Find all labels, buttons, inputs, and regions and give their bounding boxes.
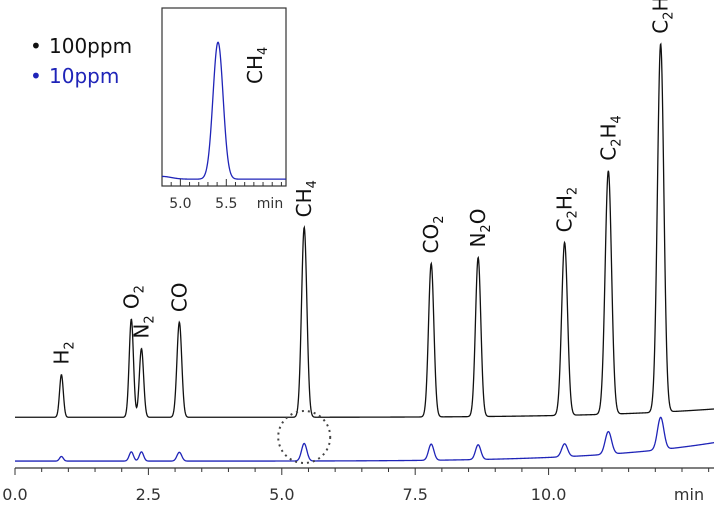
x-axis-unit-label: min <box>674 485 704 504</box>
x-tick-label: 7.5 <box>402 485 427 504</box>
peak-label-o2: O2 <box>119 285 147 309</box>
legend-bullet: • <box>30 34 42 58</box>
x-tick-label: 10.0 <box>531 485 567 504</box>
series-line-100ppm <box>15 42 715 418</box>
inset-tick-label: 5.5 <box>215 196 237 212</box>
peak-label-c2h6: C2H6 <box>649 0 677 34</box>
peak-label-ch4: CH4 <box>292 180 320 217</box>
inset-tick-label: 5.0 <box>169 196 191 212</box>
legend: • 100ppm • 10ppm <box>30 34 132 88</box>
x-tick-label: 0.0 <box>2 485 27 504</box>
inset-series-line <box>162 41 286 180</box>
peak-label-co2: CO2 <box>419 215 447 253</box>
peak-label-c2h2: C2H2 <box>553 187 581 233</box>
series-line-10ppm <box>15 416 715 462</box>
x-tick-label: 5.0 <box>269 485 294 504</box>
inset-plot-area: 5.0 5.5 min CH4 <box>161 7 287 212</box>
peak-label-h2: H2 <box>49 341 77 364</box>
legend-bullet: • <box>30 64 42 88</box>
peak-label-c2h4: C2H4 <box>596 115 624 161</box>
inset-frame <box>161 7 287 187</box>
legend-label-100ppm: 100ppm <box>49 34 132 58</box>
highlight-circle <box>277 410 332 464</box>
peak-label-n2o: N2O <box>466 209 494 248</box>
inset-peak-label: CH4 <box>243 47 271 84</box>
legend-label-10ppm: 10ppm <box>49 64 119 88</box>
inset-unit-label: min <box>257 196 283 212</box>
peak-label-n2: N2 <box>129 315 157 338</box>
x-tick-label: 2.5 <box>136 485 161 504</box>
peak-label-co: CO <box>167 282 191 312</box>
